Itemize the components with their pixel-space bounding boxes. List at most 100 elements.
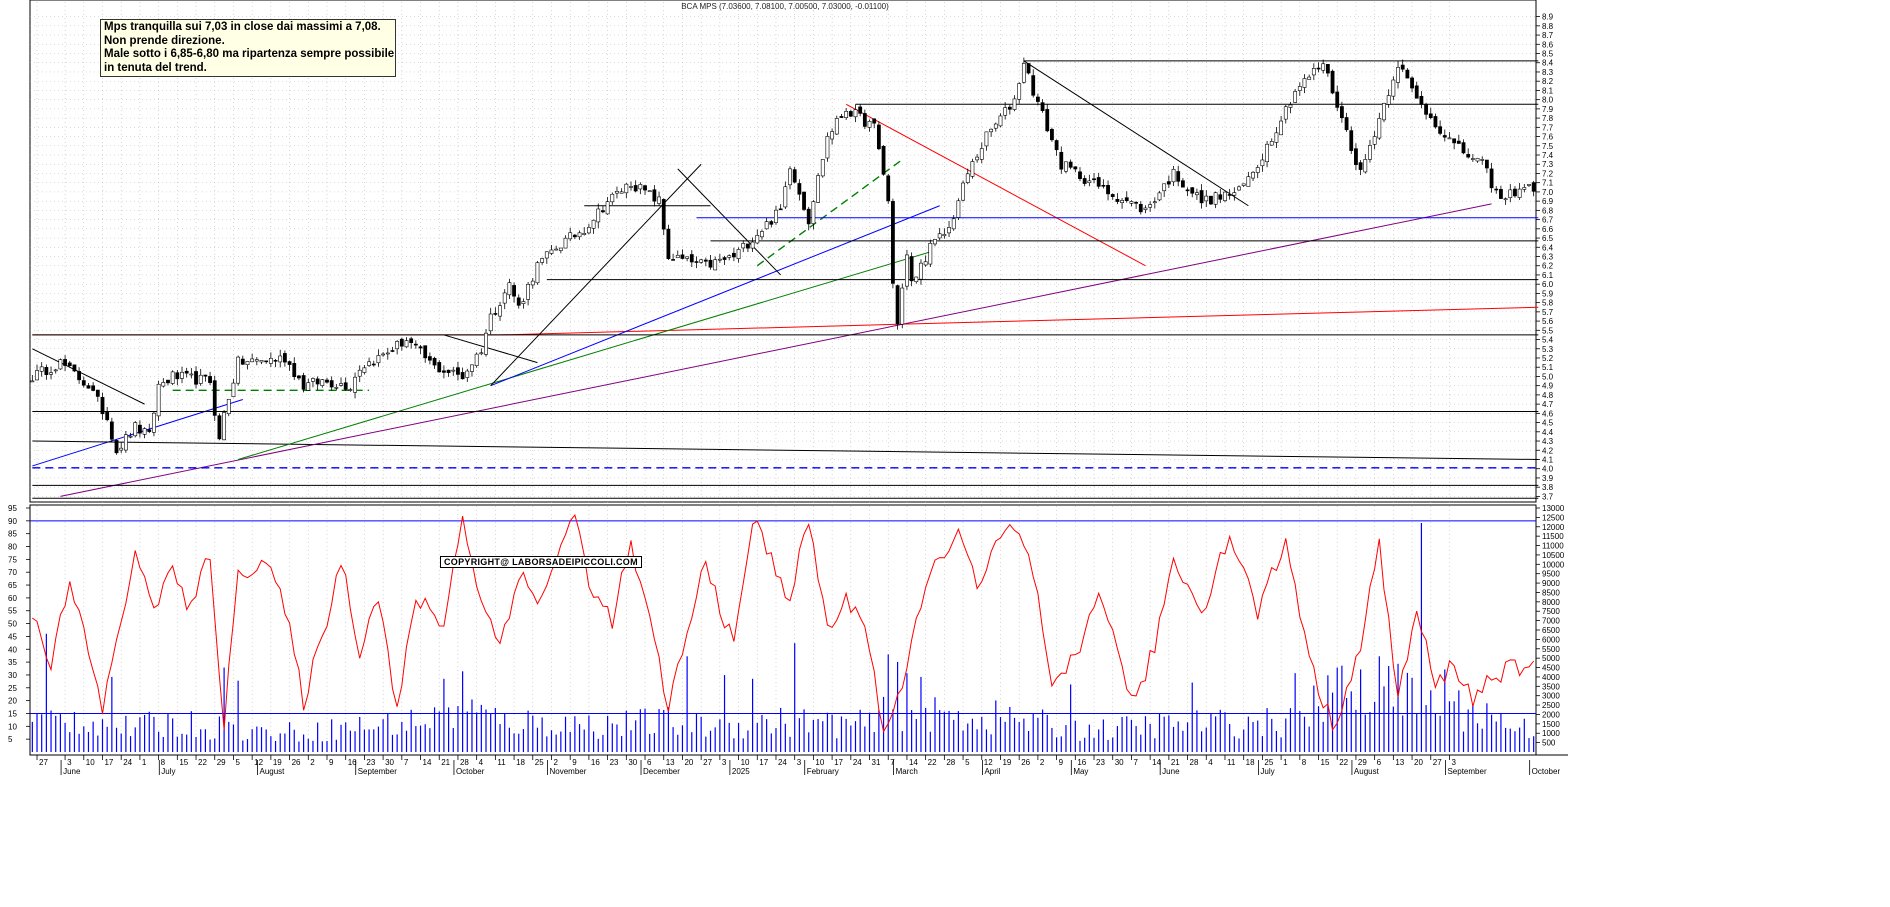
x-tick-label: 3 [797, 758, 802, 767]
x-tick-label: 24 [853, 758, 862, 767]
trend-line [1023, 60, 1249, 207]
candle-body [1162, 183, 1167, 192]
trend-line [845, 103, 1146, 267]
price-y-label: 6.4 [1542, 243, 1554, 252]
candle-body [1021, 63, 1026, 83]
candle-body [647, 190, 652, 193]
price-y-label: 4.7 [1542, 400, 1554, 409]
x-tick-label: 12 [254, 758, 263, 767]
x-tick-label: 11 [497, 758, 506, 767]
candle-body [540, 258, 545, 263]
x-tick-label: 27 [39, 758, 48, 767]
candle-body [1092, 178, 1096, 181]
candle-body [610, 193, 615, 203]
candle-body [1484, 159, 1489, 169]
candle-body [1456, 140, 1461, 144]
candle-body [142, 428, 147, 435]
x-tick-label: 10 [741, 758, 750, 767]
candle-body [652, 189, 657, 202]
candle-body [643, 185, 647, 191]
price-y-label: 6.5 [1542, 234, 1554, 243]
indicator-left-label: 60 [8, 594, 17, 603]
x-tick-label: 26 [1021, 758, 1030, 767]
candle-body [240, 358, 245, 365]
candle-body [750, 241, 755, 249]
candle-body [152, 412, 156, 433]
indicator-left-label: 20 [8, 697, 17, 706]
candle-body [236, 356, 241, 384]
candle-body [470, 364, 474, 372]
candle-body [947, 227, 951, 234]
price-y-label: 4.9 [1542, 382, 1554, 391]
x-tick-label: 12 [984, 758, 993, 767]
volume-right-label: 3500 [1542, 682, 1560, 691]
candle-body [194, 371, 198, 385]
x-tick-label: 6 [1377, 758, 1382, 767]
candle-body [498, 305, 502, 317]
note-line-2: Non prende direzione. [104, 34, 225, 47]
candle-body [1297, 86, 1302, 91]
volume-right-label: 3000 [1542, 692, 1560, 701]
candle-body [1293, 91, 1298, 103]
candle-body [535, 262, 540, 284]
candle-body [413, 343, 418, 346]
indicator-left-label: 75 [8, 555, 17, 564]
candle-body [629, 186, 633, 188]
x-tick-label: 28 [946, 758, 955, 767]
candle-body [1260, 159, 1265, 167]
trend-line [756, 159, 903, 267]
price-y-label: 5.5 [1542, 326, 1554, 335]
candle-body [900, 287, 905, 325]
candle-body [905, 254, 909, 287]
candle-body [792, 169, 797, 183]
candle-body [39, 366, 44, 372]
x-tick-label: 7 [890, 758, 895, 767]
candle-body [587, 227, 591, 234]
candle-body [703, 259, 708, 262]
candle-body [619, 191, 624, 194]
trend-line [32, 399, 243, 467]
candle-body [760, 231, 764, 238]
price-y-label: 8.1 [1542, 86, 1554, 95]
candle-body [460, 372, 465, 380]
volume-layer [31, 523, 1535, 752]
price-y-label: 4.0 [1542, 465, 1554, 474]
indicator-panel-frame [29, 504, 1537, 756]
candle-body [1106, 185, 1110, 195]
x-tick-label: 2 [1040, 758, 1045, 767]
candle-body [708, 259, 713, 268]
x-tick-label: 25 [535, 758, 544, 767]
candle-body [1007, 106, 1012, 110]
candle-body [198, 374, 203, 384]
trend-line [32, 348, 145, 405]
price-y-label: 7.7 [1542, 123, 1554, 132]
candle-body [371, 363, 376, 366]
candle-body [1368, 145, 1372, 160]
candle-body [834, 118, 839, 135]
volume-right-label: 4000 [1542, 673, 1560, 682]
candle-body [1101, 184, 1106, 187]
x-tick-label: 18 [1246, 758, 1255, 767]
candle-body [1120, 200, 1124, 204]
candle-body [1396, 67, 1400, 83]
x-tick-label: 16 [1077, 758, 1086, 767]
price-y-label: 6.0 [1542, 280, 1554, 289]
month-label: July [161, 767, 175, 776]
candle-body [1452, 138, 1457, 144]
x-tick-label: 8 [1302, 758, 1307, 767]
candle-body [128, 435, 133, 438]
indicator-left-label: 40 [8, 645, 17, 654]
volume-right-label: 10000 [1542, 560, 1565, 569]
candle-body [404, 340, 409, 348]
candle-body [1171, 168, 1176, 183]
x-tick-label: 24 [123, 758, 132, 767]
candle-body [367, 361, 371, 366]
x-tick-label: 27 [703, 758, 712, 767]
x-tick-label: 9 [1059, 758, 1064, 767]
price-y-label: 8.8 [1542, 22, 1554, 31]
candle-body [1414, 85, 1419, 99]
candle-body [956, 200, 961, 218]
candle-body [1059, 151, 1064, 170]
candle-body [484, 332, 488, 355]
